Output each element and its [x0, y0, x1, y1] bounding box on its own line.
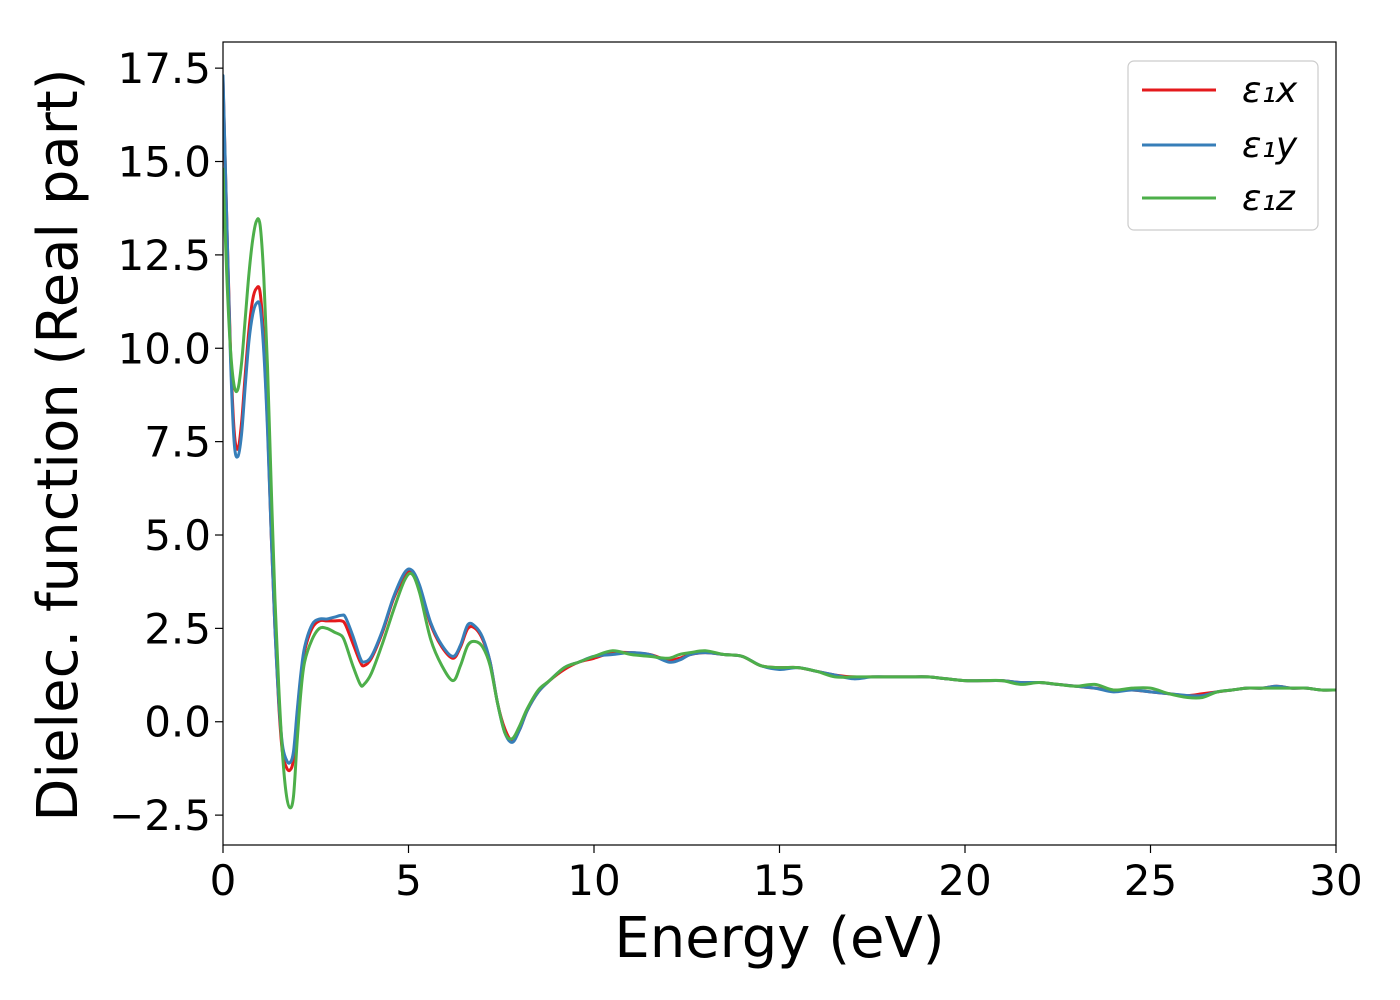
y-tick-label: 10.0 [117, 324, 211, 373]
series-line-e1z [223, 167, 1336, 810]
y-tick-label: 7.5 [144, 418, 211, 467]
y-tick-label: 12.5 [117, 231, 211, 280]
x-axis: 0 5 10 15 20 25 30 [210, 845, 1363, 905]
x-tick-label: 5 [395, 856, 422, 905]
x-tick-label: 25 [1124, 856, 1177, 905]
y-axis-label: Dielec. function (Real part) [26, 68, 91, 821]
x-tick-label: 15 [753, 856, 806, 905]
x-tick-label: 10 [567, 856, 620, 905]
legend: ε₁x ε₁y ε₁z [1127, 60, 1319, 231]
y-tick-label: 15.0 [117, 138, 211, 187]
y-tick-label: 5.0 [144, 511, 211, 560]
series-layer [223, 74, 1336, 810]
y-tick-label: 0.0 [144, 698, 211, 747]
y-tick-label: 17.5 [117, 44, 211, 93]
x-tick-label: 20 [938, 856, 991, 905]
legend-entry-e1x: ε₁x [1242, 70, 1298, 111]
legend-entry-e1z: ε₁z [1242, 178, 1296, 219]
legend-box [1127, 60, 1319, 231]
legend-entry-e1y: ε₁y [1242, 125, 1298, 166]
x-axis-label: Energy (eV) [614, 906, 944, 971]
x-tick-label: 30 [1309, 856, 1362, 905]
y-axis: −2.5 0.0 2.5 5.0 7.5 10.0 12.5 15.0 17.5 [109, 44, 223, 840]
x-tick-label: 0 [210, 856, 237, 905]
y-tick-label: −2.5 [109, 791, 211, 840]
y-tick-label: 2.5 [144, 604, 211, 653]
